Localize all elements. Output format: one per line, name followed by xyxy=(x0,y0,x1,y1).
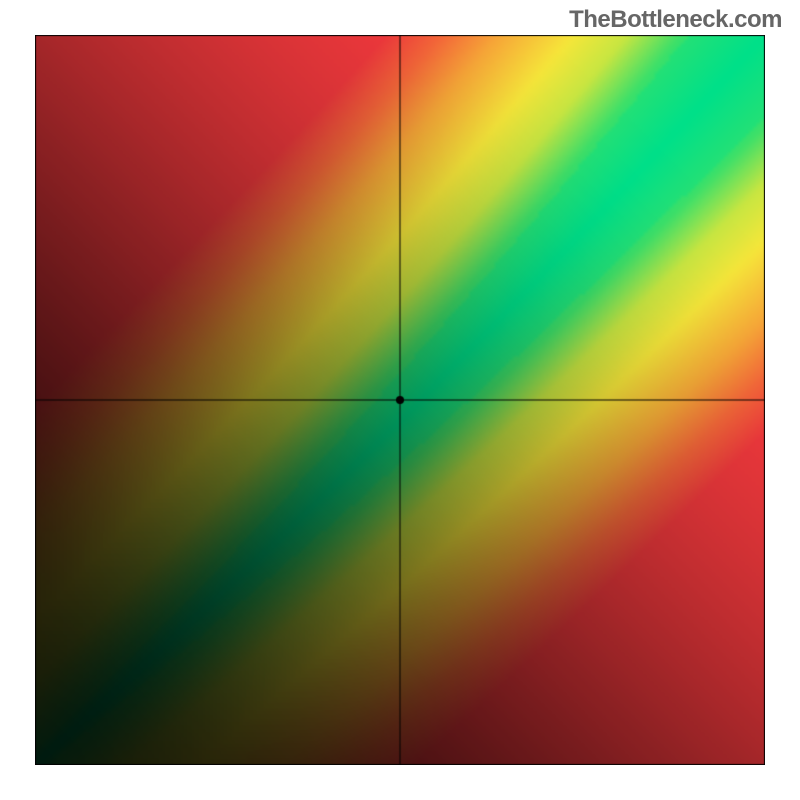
plot-area xyxy=(35,35,765,765)
watermark-text: TheBottleneck.com xyxy=(569,6,782,34)
bottleneck-heatmap xyxy=(35,35,765,765)
chart-container: TheBottleneck.com xyxy=(0,0,800,800)
